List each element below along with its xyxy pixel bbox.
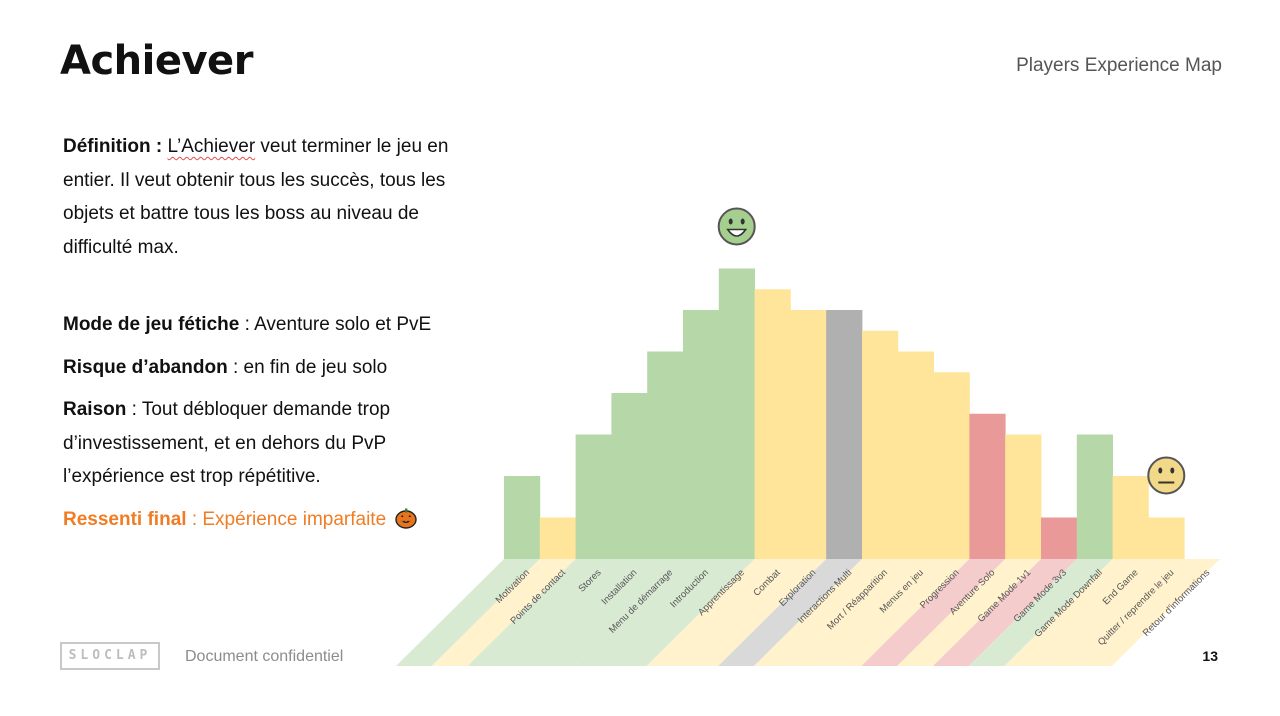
band-installation	[503, 559, 648, 666]
band-interactions-multi	[718, 559, 862, 666]
bar-exploration	[790, 310, 827, 559]
bar-end-game	[1112, 476, 1149, 559]
definition-paragraph: Définition : L’Achiever veut terminer le…	[63, 130, 483, 264]
sloclap-logo: SLOCLAP	[60, 642, 160, 670]
bar-aventure-solo	[969, 413, 1006, 559]
band-motivation	[396, 559, 540, 666]
band-apprentissage	[610, 559, 755, 666]
mode-paragraph: Mode de jeu fétiche : Aventure solo et P…	[63, 308, 483, 342]
bar-introduction	[683, 310, 720, 559]
band-menu-de-d-marrage	[539, 559, 683, 666]
bar-game-mode-1v1	[1005, 434, 1042, 559]
bar-points-de-contact	[539, 517, 576, 559]
definition-text: veut terminer le jeu en entier. Il veut …	[63, 136, 449, 258]
bar-interactions-multi	[826, 310, 863, 559]
face-annotations	[717, 207, 1186, 495]
bar-game-mode-downfall	[1076, 434, 1113, 559]
risque-label: Risque d’abandon	[63, 356, 228, 378]
definition-word: L’Achiever	[167, 136, 256, 157]
band-aventure-solo	[861, 559, 1006, 666]
bar-menus-en-jeu	[897, 351, 934, 559]
label-bands	[396, 559, 1220, 666]
mode-value: : Aventure solo et PvE	[239, 314, 432, 335]
bar-installation	[611, 393, 648, 559]
bar-quitter-reprendre-le-jeu	[1148, 517, 1185, 559]
band-menus-en-jeu	[789, 559, 934, 666]
ressenti-label: Ressenti final	[63, 508, 187, 530]
band-end-game	[1004, 559, 1149, 666]
page-number: 13	[1202, 648, 1218, 664]
band-combat	[646, 559, 791, 666]
pumpkin-icon	[395, 508, 418, 529]
confidential-label: Document confidentiel	[185, 648, 344, 665]
ressenti-paragraph: Ressenti final : Expérience imparfaite	[63, 503, 483, 537]
raison-value: : Tout débloquer demande trop d’investis…	[63, 399, 391, 487]
raison-label: Raison	[63, 399, 127, 420]
band-quitter-reprendre-le-jeu	[1040, 559, 1185, 666]
band-stores	[467, 559, 612, 666]
bar-combat	[754, 289, 791, 559]
band-game-mode-1v1	[897, 559, 1041, 666]
happy-face-icon	[717, 207, 756, 246]
ressenti-value: : Expérience imparfaite	[186, 508, 387, 530]
bar-game-mode-3v3	[1041, 517, 1078, 559]
band-progression	[825, 559, 970, 666]
definition-label: Définition :	[63, 136, 163, 157]
profile-description: Définition : L’Achiever veut terminer le…	[63, 130, 483, 536]
band-game-mode-downfall	[968, 559, 1113, 666]
bar-apprentissage	[718, 268, 755, 559]
page-subtitle: Players Experience Map	[1016, 55, 1222, 76]
bar-progression	[933, 372, 970, 559]
bars	[504, 268, 1185, 559]
band-introduction	[575, 559, 719, 666]
band-mort-r-apparition	[754, 559, 898, 666]
mode-label: Mode de jeu fétiche	[63, 314, 240, 335]
bar-menu-de-d-marrage	[647, 351, 684, 559]
band-retour-d-informations	[1076, 559, 1220, 666]
band-game-mode-3v3	[933, 559, 1077, 666]
neutral-face-icon	[1147, 456, 1186, 495]
band-exploration	[682, 559, 827, 666]
band-points-de-contact	[431, 559, 576, 666]
bar-stores	[575, 434, 612, 559]
raison-paragraph: Raison : Tout débloquer demande trop d’i…	[63, 393, 483, 494]
bar-mort-r-apparition	[862, 330, 899, 559]
risque-value: : en fin de jeu solo	[227, 356, 388, 378]
page-title: Achiever	[60, 38, 253, 84]
risque-paragraph: Risque d’abandon : en fin de jeu solo	[63, 351, 483, 385]
bar-motivation	[504, 476, 541, 559]
